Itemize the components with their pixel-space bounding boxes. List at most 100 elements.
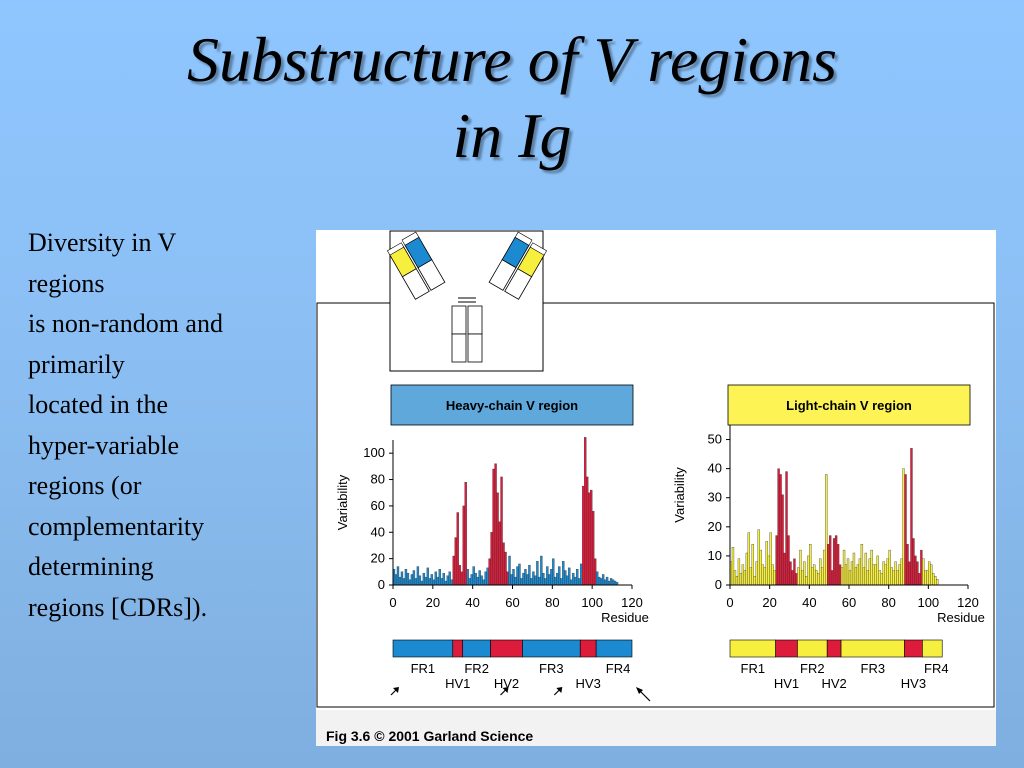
light-bar xyxy=(791,570,794,586)
heavy-bar xyxy=(566,575,569,586)
heavy-bar xyxy=(438,569,441,586)
light-bar xyxy=(850,561,854,586)
light-bar xyxy=(882,561,885,586)
heavy-bar xyxy=(552,558,555,586)
heavy-x-tick-label: 0 xyxy=(389,595,396,610)
light-region-label: HV3 xyxy=(901,676,926,691)
heavy-arrowhead xyxy=(556,687,563,693)
light-region-label: HV1 xyxy=(774,676,799,691)
heavy-bar xyxy=(474,572,477,586)
light-bar xyxy=(771,564,774,586)
light-x-tick-label: 80 xyxy=(881,595,895,610)
light-bar xyxy=(799,549,802,586)
heavy-bar xyxy=(595,571,599,586)
caption-strip xyxy=(316,710,996,746)
heavy-bar xyxy=(426,567,430,586)
light-bar xyxy=(832,538,836,586)
heavy-region-label: FR1 xyxy=(411,661,436,676)
light-bar xyxy=(751,544,754,586)
heavy-bar xyxy=(538,576,541,586)
light-bar xyxy=(934,576,937,586)
heavy-bar xyxy=(514,576,517,586)
light-y-tick-label: 20 xyxy=(708,519,722,534)
light-bar xyxy=(797,567,800,586)
light-bar xyxy=(842,549,846,586)
heavy-bar xyxy=(460,571,463,586)
light-bar xyxy=(844,564,848,586)
light-bar xyxy=(815,570,818,586)
heavy-bar xyxy=(462,505,465,586)
light-bar xyxy=(803,561,806,586)
light-bar xyxy=(926,570,929,586)
slide-title-line-2: in Ig xyxy=(452,100,572,171)
heavy-bar xyxy=(410,574,414,586)
light-chain-header xyxy=(727,384,971,426)
heavy-bar xyxy=(450,579,453,586)
heavy-bar xyxy=(448,571,451,586)
heavy-x-tick-label: 100 xyxy=(581,595,603,610)
heavy-x-axis-label: Residue xyxy=(601,610,649,625)
heavy-region-label: FR4 xyxy=(606,661,631,676)
heavy-bar xyxy=(510,574,513,586)
heavy-bar xyxy=(526,574,529,586)
heavy-bar xyxy=(468,578,471,586)
light-bar xyxy=(753,576,756,586)
heavy-bar xyxy=(400,571,404,586)
light-bar xyxy=(801,570,804,586)
light-bar xyxy=(813,564,816,586)
heavy-bar xyxy=(406,572,410,586)
light-x-tick-label: 100 xyxy=(917,595,939,610)
heavy-region-label: HV1 xyxy=(445,676,470,691)
light-region-segment xyxy=(729,639,776,658)
heavy-x-tick-label: 80 xyxy=(545,595,559,610)
light-bar xyxy=(795,573,798,586)
heavy-y-tick-label: 100 xyxy=(363,445,385,460)
heavy-bar xyxy=(404,569,408,586)
light-bar xyxy=(743,570,747,586)
heavy-bar xyxy=(548,574,551,586)
heavy-bar xyxy=(418,575,422,586)
light-y-tick-label: 30 xyxy=(708,490,722,505)
figure-caption: Fig 3.6 © 2001 Garland Science xyxy=(326,728,533,744)
light-bar xyxy=(924,570,927,586)
light-bar xyxy=(874,564,877,586)
light-bar xyxy=(781,494,784,586)
heavy-bar xyxy=(408,579,412,586)
light-bar xyxy=(731,547,735,586)
light-bar xyxy=(894,561,897,586)
light-bar xyxy=(880,573,883,586)
light-region-segment xyxy=(775,639,798,658)
light-bar xyxy=(910,448,913,586)
figure-svg: Heavy-chain V region Light-chain V regio… xyxy=(316,230,996,746)
light-x-axis-label: Residue xyxy=(937,610,985,625)
heavy-bar xyxy=(560,578,563,586)
heavy-bar xyxy=(536,561,539,586)
light-bar xyxy=(878,570,881,586)
light-bar xyxy=(817,573,820,586)
body-line: complementarity xyxy=(28,511,205,541)
light-bar xyxy=(896,570,899,586)
light-bar xyxy=(783,552,786,586)
body-line: is non-random and xyxy=(28,309,223,338)
light-bar xyxy=(757,529,760,586)
light-bar xyxy=(846,558,850,586)
heavy-bar xyxy=(436,576,439,586)
heavy-bar xyxy=(466,569,469,586)
light-y-tick-label: 50 xyxy=(708,432,722,447)
slide-title-line-1: Substructure of V regions xyxy=(186,24,838,95)
light-bar xyxy=(735,576,739,586)
light-x-tick-label: 120 xyxy=(957,595,979,610)
light-bar xyxy=(868,558,871,586)
heavy-bar xyxy=(524,569,527,586)
light-bar xyxy=(773,570,776,586)
heavy-bar xyxy=(422,572,426,586)
heavy-bar xyxy=(500,476,503,586)
light-bar xyxy=(761,564,764,586)
heavy-chain-header xyxy=(390,384,634,426)
heavy-bar xyxy=(396,566,400,586)
light-bar xyxy=(914,555,917,586)
light-bar xyxy=(777,468,780,586)
heavy-bar xyxy=(472,566,475,586)
